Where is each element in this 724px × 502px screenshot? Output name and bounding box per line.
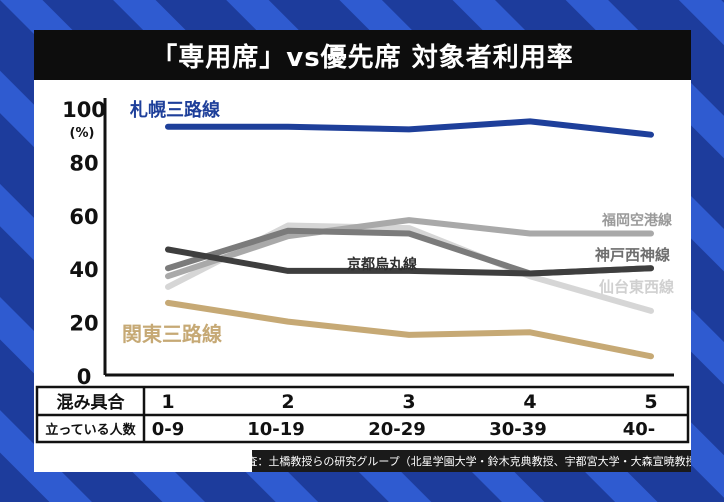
series-label: 京都烏丸線 [347,256,417,273]
x-tick-range-label: 10-19 [247,419,305,440]
y-tick-label: 20 [69,312,98,336]
series-label: 関東三路線 [122,322,222,346]
series-line [165,299,654,360]
y-axis-unit: (%) [70,126,95,141]
series-label: 仙台東西線 [599,278,674,296]
series-label: 札幌三路線 [129,99,220,121]
series-label: 神戸西神線 [595,246,670,264]
y-tick-label: 80 [69,151,98,175]
y-tick-label: 0 [77,365,92,389]
chart-panel: 「専用席」vs優先席 対象者利用率 0 20 40 60 80 100 (%) 札幌三路線仙台… [34,30,691,472]
x-tick-label: 1 [161,391,174,413]
x-tick-label: 3 [402,391,415,413]
x-tick-label: 2 [281,391,294,413]
y-tick-label: 100 [62,98,106,122]
x-tick-range-label: 0-9 [152,419,185,440]
series-line [165,118,654,138]
table-row-label: 混み具合 [57,392,126,413]
table-row-label: 立っている人数 [45,422,136,438]
y-tick-label: 60 [69,205,98,229]
source-note: 調査：土橋教授らの研究グループ（北星学園大学・鈴木克典教授、宇都宮大学・大森宣暁… [235,450,691,472]
y-tick-label: 40 [69,258,98,282]
chart-title: 「専用席」vs優先席 対象者利用率 [34,30,691,80]
x-tick-range-label: 20-29 [368,419,426,440]
x-tick-label: 4 [523,391,536,413]
x-tick-label: 5 [644,391,657,413]
x-tick-range-label: 40- [623,419,656,440]
x-tick-range-label: 30-39 [489,419,547,440]
series-label: 福岡空港線 [601,212,672,229]
